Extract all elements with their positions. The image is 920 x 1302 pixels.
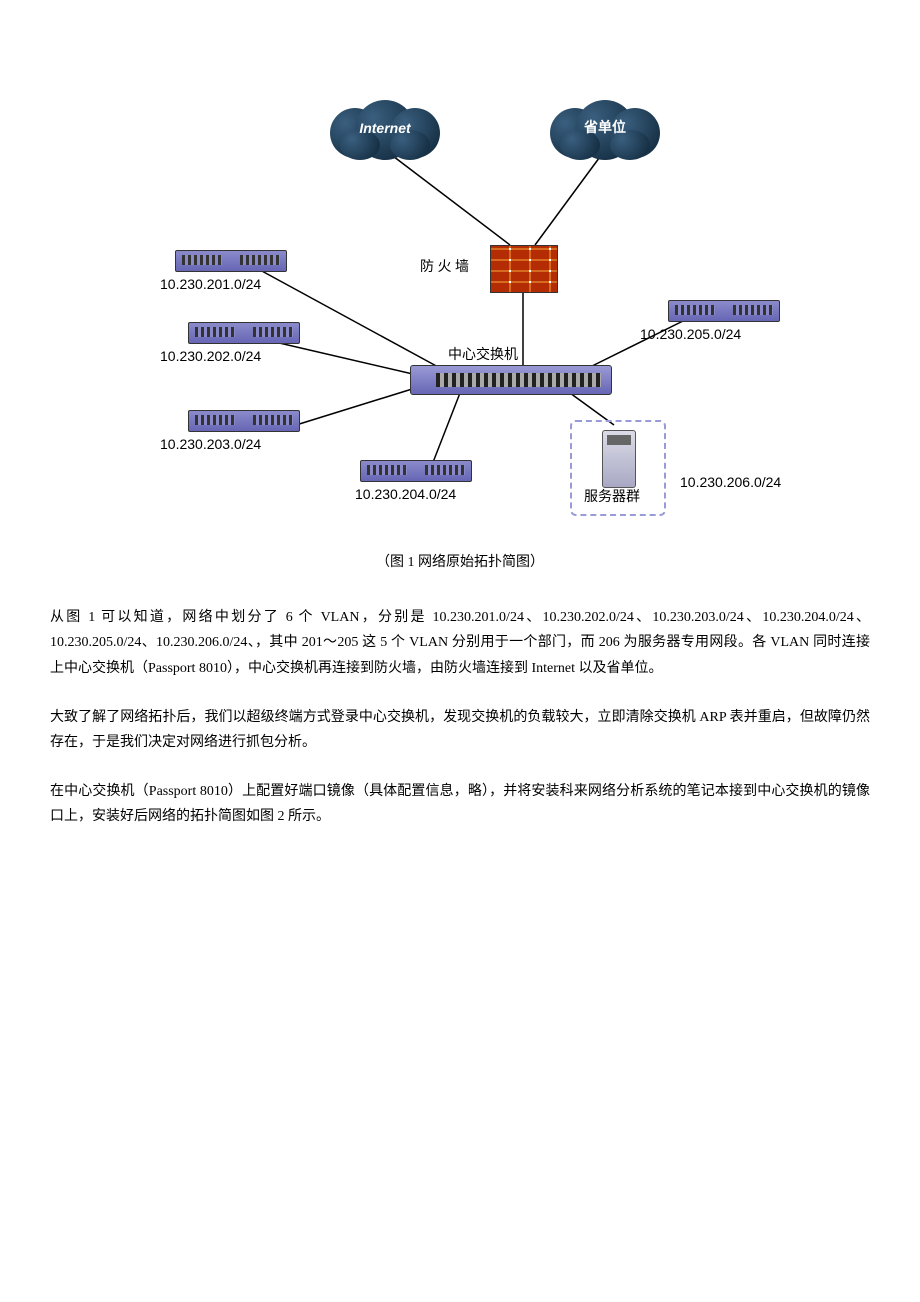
cloud-province: 省单位 — [550, 100, 660, 160]
vlan-switch — [668, 300, 780, 322]
vlan-ip-label: 10.230.201.0/24 — [160, 272, 261, 297]
server-ip-label: 10.230.206.0/24 — [680, 470, 781, 495]
figure-caption: （图 1 网络原始拓扑简图） — [50, 550, 870, 575]
cloud-internet: Internet — [330, 100, 440, 160]
vlan-switch — [188, 322, 300, 344]
server-group-box: 服务器群 — [570, 420, 666, 516]
cloud-internet-label: Internet — [359, 116, 410, 141]
firewall-icon — [490, 245, 558, 293]
paragraph-2: 大致了解了网络拓扑后，我们以超级终端方式登录中心交换机，发现交换机的负载较大，立… — [50, 705, 870, 755]
paragraph-3: 在中心交换机（Passport 8010）上配置好端口镜像（具体配置信息，略），… — [50, 779, 870, 829]
cloud-province-label: 省单位 — [584, 116, 626, 141]
vlan-ip-label: 10.230.204.0/24 — [355, 482, 456, 507]
firewall-label: 防 火 墙 — [420, 255, 469, 280]
network-topology-diagram: Internet 省单位 防 火 墙 中心交换机 10.230.201.0/24… — [140, 90, 780, 530]
vlan-ip-label: 10.230.202.0/24 — [160, 344, 261, 369]
center-switch-icon — [410, 365, 612, 395]
vlan-switch — [188, 410, 300, 432]
vlan-ip-label: 10.230.205.0/24 — [640, 322, 741, 347]
vlan-ip-label: 10.230.203.0/24 — [160, 432, 261, 457]
vlan-switch — [360, 460, 472, 482]
vlan-switch — [175, 250, 287, 272]
server-icon — [602, 430, 636, 488]
paragraph-1: 从图 1 可以知道，网络中划分了 6 个 VLAN，分别是 10.230.201… — [50, 605, 870, 681]
server-group-label: 服务器群 — [584, 485, 640, 510]
center-switch-label: 中心交换机 — [448, 343, 518, 368]
